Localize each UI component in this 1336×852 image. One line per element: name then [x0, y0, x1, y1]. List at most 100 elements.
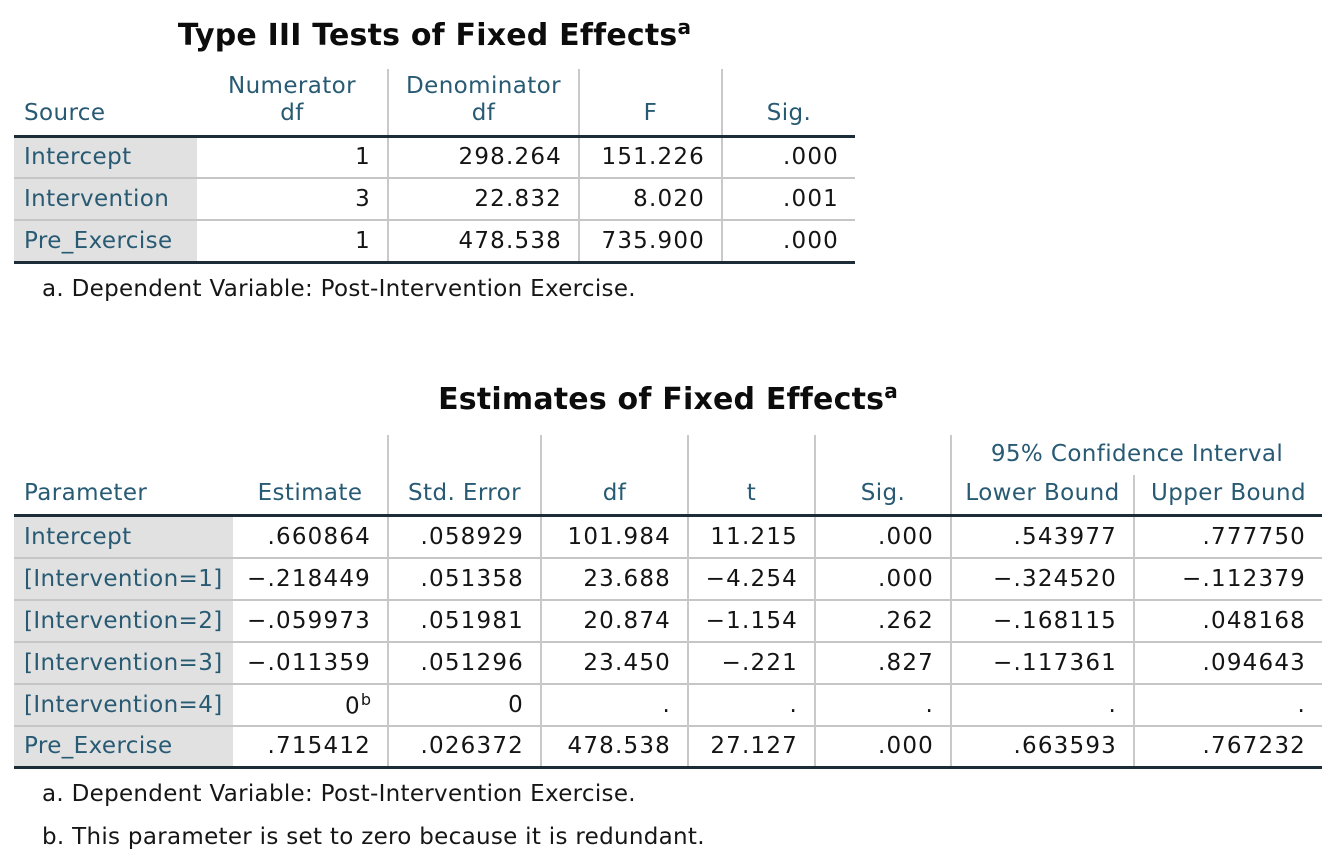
- table-cell: .051981: [387, 598, 541, 642]
- type3-tests-header: Source Numerator df Denominator df F Sig…: [14, 69, 855, 138]
- table-cell: .000: [721, 219, 855, 264]
- column-header-upper-bound: Upper Bound: [1133, 474, 1322, 517]
- table-cell: .048168: [1133, 598, 1322, 642]
- table-row: Pre_Exercise 1 478.538 735.900 .000: [14, 219, 855, 264]
- column-header-sig: Sig.: [721, 69, 855, 138]
- table-row: Intervention 3 22.832 8.020 .001: [14, 177, 855, 220]
- table-cell: .777750: [1133, 515, 1322, 558]
- table-cell: 478.538: [387, 219, 579, 264]
- table-cell: 27.127: [687, 724, 815, 769]
- table-cell: 478.538: [540, 724, 688, 769]
- table-cell: .: [687, 682, 815, 726]
- row-header: Intervention: [14, 177, 197, 220]
- table-cell: .: [1133, 682, 1322, 726]
- table-cell: .663593: [950, 724, 1134, 769]
- table-cell: −4.254: [687, 556, 815, 600]
- table-cell: 101.984: [540, 515, 688, 558]
- table-cell: 8.020: [578, 177, 722, 220]
- table-row: [Intervention=4] 0b 0 . . . . .: [14, 682, 1322, 726]
- table-cell: .000: [814, 724, 951, 769]
- table-cell: .000: [721, 136, 855, 178]
- table-cell: 20.874: [540, 598, 688, 642]
- estimates-table: Parameter Estimate Std. Error df t Sig. …: [14, 434, 1322, 769]
- title-text: Type III Tests of Fixed Effects: [177, 18, 678, 53]
- table-cell: 3: [197, 177, 388, 220]
- column-header-estimate: Estimate: [233, 434, 388, 517]
- table-cell: .051358: [387, 556, 541, 600]
- estimates-title: Estimates of Fixed Effectsa: [14, 374, 1322, 417]
- table-cell: −.168115: [950, 598, 1134, 642]
- table-row: [Intervention=1] −.218449 .051358 23.688…: [14, 556, 1322, 600]
- row-header: Pre_Exercise: [14, 724, 233, 769]
- table-row: [Intervention=3] −.011359 .051296 23.450…: [14, 640, 1322, 684]
- table-cell: .000: [814, 556, 951, 600]
- table-cell: .: [540, 682, 688, 726]
- table-row: Intercept .660864 .058929 101.984 11.215…: [14, 515, 1322, 558]
- column-header-sig: Sig.: [814, 434, 951, 517]
- column-header-denominator-df: Denominator df: [387, 69, 579, 138]
- table-cell: .767232: [1133, 724, 1322, 769]
- table-cell: .000: [814, 515, 951, 558]
- table-cell: 0b: [233, 682, 388, 726]
- column-header-lower-bound: Lower Bound: [950, 474, 1134, 517]
- table-cell: −.112379: [1133, 556, 1322, 600]
- table-cell: .094643: [1133, 640, 1322, 684]
- estimates-header: Parameter Estimate Std. Error df t Sig. …: [14, 434, 1322, 517]
- footnote-b-table2: b. This parameter is set to zero because…: [42, 824, 705, 850]
- column-header-df: df: [540, 434, 688, 517]
- row-header: [Intervention=1]: [14, 556, 233, 600]
- row-header: [Intervention=3]: [14, 640, 233, 684]
- cell-footnote-marker: b: [360, 689, 371, 709]
- title-text: Estimates of Fixed Effects: [438, 381, 885, 417]
- table-cell: .001: [721, 177, 855, 220]
- estimates-body: Intercept .660864 .058929 101.984 11.215…: [14, 515, 1322, 769]
- table-cell: .660864: [267, 523, 371, 550]
- row-header: Intercept: [14, 515, 233, 558]
- table-cell: −.059973: [233, 598, 388, 642]
- table-cell: −.011359: [233, 640, 388, 684]
- column-header-f: F: [578, 69, 722, 138]
- table-cell: .543977: [950, 515, 1134, 558]
- table-row: Intercept 1 298.264 151.226 .000: [14, 136, 855, 178]
- table-cell: .051296: [387, 640, 541, 684]
- table-cell: .026372: [387, 724, 541, 769]
- table-cell: .058929: [387, 515, 541, 558]
- table-cell: −.117361: [950, 640, 1134, 684]
- column-group-header-confidence-interval: 95% Confidence Interval: [950, 434, 1322, 475]
- table-cell: 1: [355, 144, 371, 171]
- table-cell: 298.264: [387, 136, 579, 178]
- table-cell: 22.832: [387, 177, 579, 220]
- table-cell: 1: [197, 219, 388, 264]
- table-cell: 11.215: [687, 515, 815, 558]
- type3-tests-body: Intercept 1 298.264 151.226 .000 Interve…: [14, 136, 855, 264]
- table-cell: −1.154: [687, 598, 815, 642]
- title-footnote-marker: a: [677, 15, 692, 39]
- table-row: Pre_Exercise .715412 .026372 478.538 27.…: [14, 724, 1322, 769]
- title-footnote-marker: a: [884, 378, 898, 403]
- column-header-source: Source: [14, 69, 197, 138]
- table-cell: −.218449: [233, 556, 388, 600]
- footnote-a-table2: a. Dependent Variable: Post-Intervention…: [42, 781, 636, 807]
- column-header-parameter: Parameter: [14, 434, 233, 517]
- type3-tests-table: Source Numerator df Denominator df F Sig…: [14, 69, 855, 264]
- row-header: [Intervention=4]: [14, 682, 233, 726]
- table-cell: 735.900: [578, 219, 722, 264]
- table-cell: .715412: [233, 724, 388, 769]
- table-cell: .: [814, 682, 951, 726]
- table-row: [Intervention=2] −.059973 .051981 20.874…: [14, 598, 1322, 642]
- row-header: [Intervention=2]: [14, 598, 233, 642]
- table-cell: 23.688: [540, 556, 688, 600]
- column-header-t: t: [687, 434, 815, 517]
- column-header-numerator-df: Numerator df: [197, 69, 388, 138]
- column-header-std-error: Std. Error: [387, 434, 541, 517]
- table-cell: 23.450: [540, 640, 688, 684]
- table-cell: 0: [387, 682, 541, 726]
- type3-tests-title: Type III Tests of Fixed Effectsa: [14, 10, 855, 53]
- table-cell: .: [950, 682, 1134, 726]
- table-cell: .827: [814, 640, 951, 684]
- row-header: Intercept: [14, 136, 197, 178]
- redundant-zero-value: 0: [345, 693, 361, 720]
- table-cell: −.324520: [950, 556, 1134, 600]
- table-cell: 151.226: [578, 136, 722, 178]
